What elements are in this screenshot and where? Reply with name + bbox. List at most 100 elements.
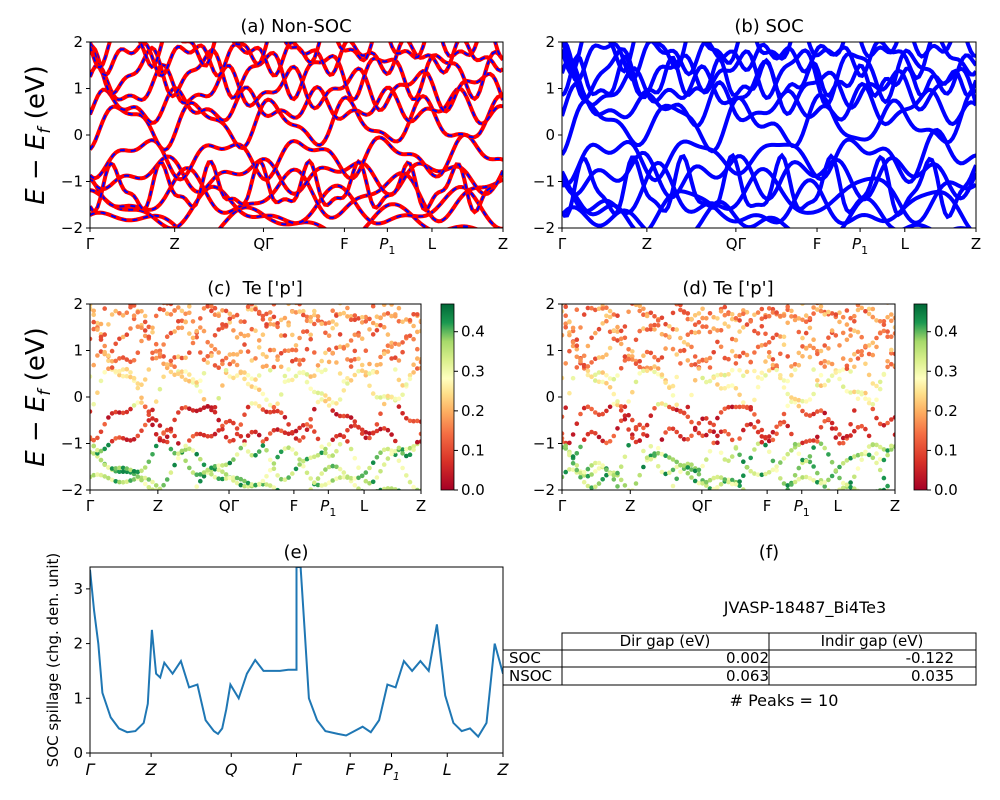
band-point	[792, 400, 798, 405]
band-point	[704, 479, 709, 485]
ytick-label: 1	[545, 80, 555, 98]
band-point	[363, 370, 369, 375]
band-point	[352, 476, 358, 481]
band-point	[153, 418, 159, 423]
band-point	[301, 357, 306, 363]
band-point	[278, 364, 284, 370]
spillage-ylabel: SOC spillage (chg. den. unit)	[44, 553, 62, 768]
band-point	[337, 371, 343, 376]
band-point	[205, 467, 210, 473]
band-point	[803, 313, 809, 318]
band-point	[822, 343, 827, 348]
band-point	[774, 332, 779, 338]
band-point	[600, 370, 605, 375]
band-point	[172, 462, 177, 468]
band-point	[759, 370, 765, 376]
xtick-label: Γ	[86, 760, 96, 779]
band-point	[652, 314, 657, 319]
band-point	[256, 338, 262, 343]
panel-b-title: (b) SOC	[734, 16, 803, 37]
band-point	[337, 311, 343, 317]
band-point	[227, 374, 233, 379]
band-point	[593, 378, 598, 383]
band-point	[611, 376, 617, 382]
band-point	[763, 314, 768, 320]
band-point	[678, 348, 683, 354]
band-point	[766, 470, 772, 475]
band-point	[755, 472, 761, 478]
band-point	[330, 463, 336, 469]
band-point	[91, 443, 96, 449]
xtick-label: F	[340, 235, 349, 253]
band-point	[253, 328, 258, 334]
band-point	[692, 425, 698, 431]
band-point	[90, 409, 93, 414]
band-point	[711, 475, 716, 481]
band-point	[220, 463, 225, 468]
band-point	[286, 304, 291, 307]
band-point	[212, 405, 218, 410]
band-point	[168, 304, 174, 307]
band-point	[190, 319, 196, 324]
band-point	[785, 403, 790, 409]
band-point	[600, 477, 605, 482]
band-point	[231, 314, 236, 320]
band-point	[183, 377, 188, 383]
band-point	[203, 304, 205, 305]
band-point	[267, 402, 273, 408]
band-point	[242, 483, 247, 489]
band-point	[348, 338, 354, 343]
band-point	[707, 477, 713, 483]
band-point	[168, 362, 174, 368]
band-point	[198, 478, 203, 484]
xtick-label: Z	[170, 235, 180, 253]
band-point	[692, 378, 698, 383]
band-point	[644, 327, 650, 332]
band-point	[293, 343, 299, 348]
band-point	[194, 484, 199, 489]
band-point	[744, 405, 750, 411]
band-point	[304, 456, 310, 462]
band-point	[220, 469, 225, 475]
band-point	[131, 437, 137, 442]
band-point	[733, 337, 739, 343]
band-point	[128, 478, 133, 483]
band-point	[685, 461, 691, 467]
xtick-label: QΓ	[253, 235, 274, 253]
band-point	[128, 467, 133, 473]
band-point	[194, 334, 199, 340]
band-point	[113, 341, 118, 347]
band-point	[415, 418, 420, 424]
band-point	[168, 369, 174, 375]
band-point	[194, 431, 199, 437]
band-point	[370, 320, 376, 326]
band-point	[722, 312, 728, 318]
band-point	[396, 305, 402, 311]
band-point	[128, 304, 133, 307]
band-point	[641, 326, 646, 331]
band-point	[648, 444, 654, 449]
band-point	[271, 461, 277, 466]
band-point	[323, 393, 328, 398]
band-point	[837, 487, 842, 490]
band-point	[308, 314, 314, 320]
band-point	[297, 370, 302, 376]
band-point	[726, 372, 731, 377]
band-point	[205, 360, 210, 365]
band-point	[718, 450, 724, 456]
band-point	[781, 334, 787, 340]
band-point	[142, 475, 148, 481]
band-point	[596, 481, 602, 486]
band-point	[785, 483, 790, 488]
band-point	[574, 365, 580, 370]
band-point	[626, 399, 631, 404]
band-point	[778, 351, 783, 357]
ytick-label: 2	[73, 33, 83, 51]
band-point	[844, 482, 850, 488]
band-point	[700, 463, 705, 469]
band-point	[356, 475, 361, 481]
panel-e-line	[90, 567, 503, 739]
band-point	[245, 484, 251, 489]
